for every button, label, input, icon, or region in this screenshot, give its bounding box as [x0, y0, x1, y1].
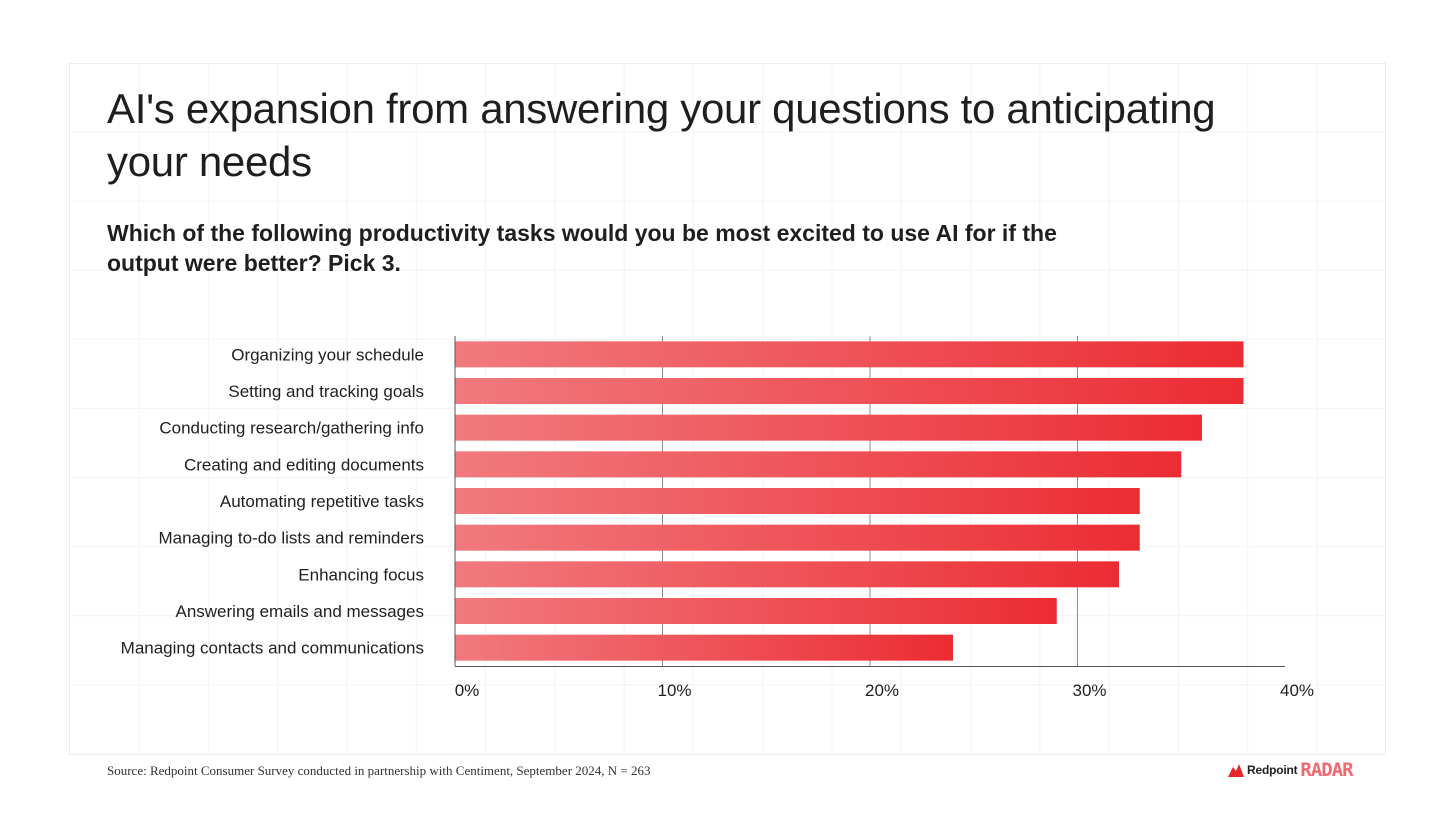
brand-product: RADAR [1300, 759, 1353, 781]
bar [455, 561, 1119, 588]
category-label: Conducting research/gathering info [159, 419, 424, 438]
category-label: Managing contacts and communications [121, 639, 424, 658]
category-label: Organizing your schedule [231, 345, 424, 364]
category-label: Answering emails and messages [175, 602, 424, 621]
bar [455, 488, 1140, 514]
x-tick-label: 10% [657, 681, 691, 700]
redpoint-mountain-icon [1228, 764, 1244, 777]
source-note: Source: Redpoint Consumer Survey conduct… [107, 763, 651, 778]
bar [455, 414, 1202, 441]
bar [455, 598, 1057, 624]
x-tick-label: 30% [1072, 681, 1106, 700]
category-label: Managing to-do lists and reminders [158, 529, 424, 548]
category-label: Creating and editing documents [184, 455, 424, 474]
brand-name: Redpoint [1247, 763, 1298, 777]
bar [455, 378, 1244, 404]
category-label: Enhancing focus [298, 565, 424, 584]
bar [455, 524, 1140, 551]
category-label: Automating repetitive tasks [220, 492, 424, 511]
chart-subtitle: Which of the following productivity task… [107, 220, 1057, 276]
x-tick-label: 20% [865, 681, 899, 700]
bar [455, 341, 1244, 368]
bar [455, 451, 1182, 478]
page-title: AI's expansion from answering your quest… [107, 85, 1216, 185]
category-label: Setting and tracking goals [228, 382, 424, 401]
x-tick-label: 40% [1280, 681, 1314, 700]
x-tick-label: 0% [455, 681, 480, 700]
brand-logo: Redpoint RADAR [1228, 757, 1354, 783]
bar [455, 634, 953, 661]
